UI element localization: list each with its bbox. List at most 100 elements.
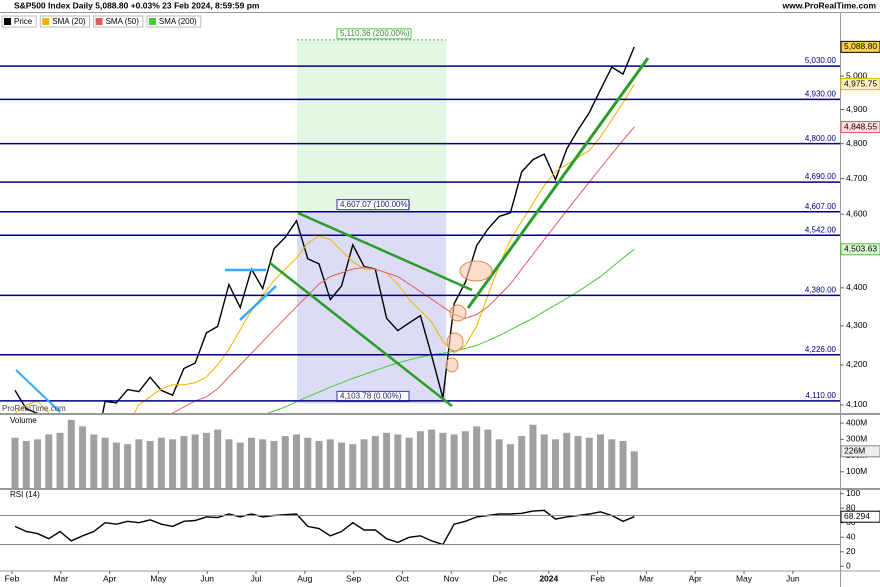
volume-bar bbox=[191, 434, 199, 488]
volume-bar bbox=[45, 434, 53, 488]
volume-bar bbox=[157, 437, 165, 488]
trend-line bbox=[239, 285, 277, 321]
level-label: 4,607.00 bbox=[805, 202, 837, 211]
volume-bar bbox=[597, 434, 605, 488]
volume-bar bbox=[338, 442, 346, 488]
volume-bar bbox=[585, 437, 593, 488]
volume-bar bbox=[214, 429, 222, 488]
x-tick-label: Jun bbox=[786, 573, 800, 583]
level-label: 4,800.00 bbox=[805, 134, 837, 143]
volume-bar bbox=[461, 431, 469, 488]
x-tick-label: May bbox=[150, 573, 167, 583]
fib-label-box bbox=[336, 199, 410, 211]
volume-bar bbox=[529, 424, 537, 488]
volume-bar bbox=[484, 429, 492, 488]
value-badge bbox=[840, 243, 880, 256]
y-tick-label: 300M bbox=[846, 434, 867, 444]
x-tick-label: Feb bbox=[5, 573, 20, 583]
volume-bar bbox=[101, 437, 109, 488]
plot bbox=[11, 419, 638, 488]
trend-line bbox=[15, 369, 61, 413]
volume-bar bbox=[506, 444, 514, 488]
volume-bar bbox=[619, 440, 627, 488]
series-line bbox=[14, 83, 635, 413]
volume-bar bbox=[180, 436, 188, 488]
volume-bar bbox=[112, 442, 120, 488]
value-badge bbox=[840, 510, 880, 523]
volume-bar bbox=[473, 426, 481, 488]
highlight bbox=[446, 332, 464, 352]
volume-bar bbox=[247, 437, 255, 488]
volume-bar bbox=[90, 434, 98, 488]
legend-swatch bbox=[42, 18, 50, 25]
x-tick-label: Sep bbox=[346, 573, 361, 583]
trend-line bbox=[466, 57, 650, 309]
legend-box bbox=[39, 15, 91, 28]
volume-bar bbox=[574, 436, 582, 488]
volume-bar bbox=[124, 444, 132, 488]
y-tick-label: 100 bbox=[846, 488, 860, 498]
drawings bbox=[15, 57, 650, 413]
watermark: ProRealTime.com bbox=[2, 404, 66, 413]
chart-title: S&P500 Index Daily 5,088.80 +0.03% 23 Fe… bbox=[14, 0, 260, 10]
volume-bar bbox=[225, 439, 233, 488]
volume-bar bbox=[371, 436, 379, 488]
y-tick-label: 4,600 bbox=[846, 208, 868, 218]
volume-bar bbox=[383, 432, 391, 488]
volume-bar bbox=[540, 434, 548, 488]
volume-bar bbox=[428, 429, 436, 488]
level-label: 4,690.00 bbox=[805, 172, 837, 181]
value-badge bbox=[840, 78, 880, 91]
fib-label: 4,103.78 (0.00%) bbox=[340, 391, 402, 400]
value-badge-label: 226M bbox=[844, 446, 865, 456]
level-label: 4,380.00 bbox=[805, 286, 837, 295]
highlight bbox=[445, 357, 459, 373]
volume-bar bbox=[79, 426, 87, 488]
volume-bar bbox=[293, 434, 300, 488]
volume-bar bbox=[608, 439, 616, 488]
volume-bar bbox=[270, 440, 278, 488]
y-tick-label: 0 bbox=[846, 561, 851, 571]
volume-bar bbox=[236, 442, 244, 488]
legend-label: Price bbox=[14, 17, 33, 26]
level-label: 5,030.00 bbox=[805, 56, 837, 65]
x-tick-label: Oct bbox=[396, 573, 410, 583]
volume-bar bbox=[146, 440, 154, 488]
volume-bar bbox=[630, 451, 638, 488]
x-tick-label: May bbox=[736, 573, 753, 583]
volume-bar bbox=[34, 439, 42, 488]
y-tick-label: 4,700 bbox=[846, 173, 868, 183]
y-tick-label: 20 bbox=[846, 546, 856, 556]
trend-line bbox=[297, 211, 473, 292]
x-tick-label: Mar bbox=[53, 573, 68, 583]
y-tick-label: 4,800 bbox=[846, 138, 868, 148]
volume-bar bbox=[169, 439, 177, 488]
highlight bbox=[449, 304, 467, 322]
x-tick-label: Apr bbox=[103, 573, 116, 583]
legend-box bbox=[146, 15, 202, 28]
panel-title: Volume bbox=[10, 416, 37, 425]
legend-swatch bbox=[4, 18, 11, 25]
value-badge bbox=[840, 121, 880, 134]
legend-swatch bbox=[95, 18, 103, 25]
series-line bbox=[171, 126, 635, 413]
legend-label: SMA (200) bbox=[159, 17, 197, 26]
legend-label: SMA (50) bbox=[106, 17, 140, 26]
volume-bar bbox=[11, 437, 19, 488]
main-layer: 4,1004,2004,3004,4004,5004,6004,7004,800… bbox=[0, 15, 880, 583]
fib-label: 4,607.07 (100.00%) bbox=[340, 200, 411, 209]
volume-bar bbox=[394, 434, 402, 488]
volume-bar bbox=[304, 437, 312, 488]
y-tick-label: 100M bbox=[846, 466, 867, 476]
source: www.ProRealTime.com bbox=[781, 0, 876, 10]
panel-title: RSI (14) bbox=[10, 490, 40, 499]
x-tick-label: Jun bbox=[200, 573, 214, 583]
volume-bar bbox=[281, 436, 289, 488]
volume-bar bbox=[518, 436, 526, 488]
value-badge bbox=[840, 445, 880, 458]
level-label: 4,930.00 bbox=[805, 90, 837, 99]
y-tick-label: 5,000 bbox=[846, 70, 868, 80]
x-tick-label: Nov bbox=[444, 573, 460, 583]
